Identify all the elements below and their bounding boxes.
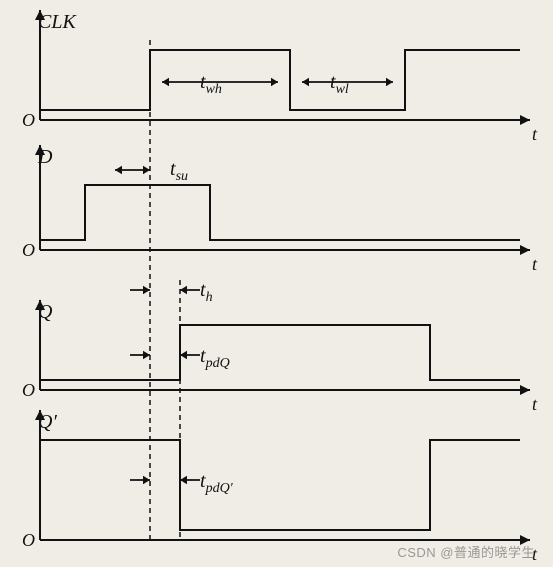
- timing-label-h: th: [200, 279, 213, 305]
- ylabel-clk: CLK: [38, 11, 77, 33]
- origin-qbar: O: [22, 530, 35, 550]
- ylabel-qbar: Q′: [38, 411, 57, 433]
- panel-d: D Ot tsu th: [22, 145, 538, 305]
- ylabel-q: Q: [38, 301, 53, 323]
- watermark-text: CSDN @普通的晓学生: [397, 542, 535, 561]
- timing-d: tsu: [115, 158, 188, 184]
- timing-qbar: tpdQ′: [130, 470, 234, 496]
- ylabel-d: D: [37, 146, 53, 168]
- timing-label-su: tsu: [170, 158, 188, 184]
- xlabel-clk: t: [532, 124, 538, 144]
- timing-clk: twh: [162, 71, 278, 97]
- timing-d: th: [130, 279, 213, 305]
- origin-q: O: [22, 380, 35, 400]
- timing-clk: twl: [302, 71, 393, 97]
- origin-d: O: [22, 240, 35, 260]
- timing-label-pdQ: tpdQ: [200, 345, 230, 371]
- xlabel-d: t: [532, 254, 538, 274]
- panel-qbar: Q′OttpdQ′: [22, 410, 538, 564]
- timing-label-wh: twh: [200, 71, 222, 97]
- xlabel-q: t: [532, 394, 538, 414]
- wave-qbar: [40, 440, 520, 530]
- panel-q: Q Ot tpdQ: [22, 300, 538, 414]
- wave-clk: [40, 50, 520, 110]
- timing-diagram: CLKOttwhtwlDOttsuthQOttpdQQ′OttpdQ′: [0, 0, 553, 567]
- timing-label-pdQ′: tpdQ′: [200, 470, 234, 496]
- panel-clk: CLK Ot twh twl: [22, 10, 538, 144]
- wave-q: [40, 325, 520, 380]
- wave-d: [40, 185, 520, 240]
- origin-clk: O: [22, 110, 35, 130]
- timing-label-wl: twl: [330, 71, 349, 97]
